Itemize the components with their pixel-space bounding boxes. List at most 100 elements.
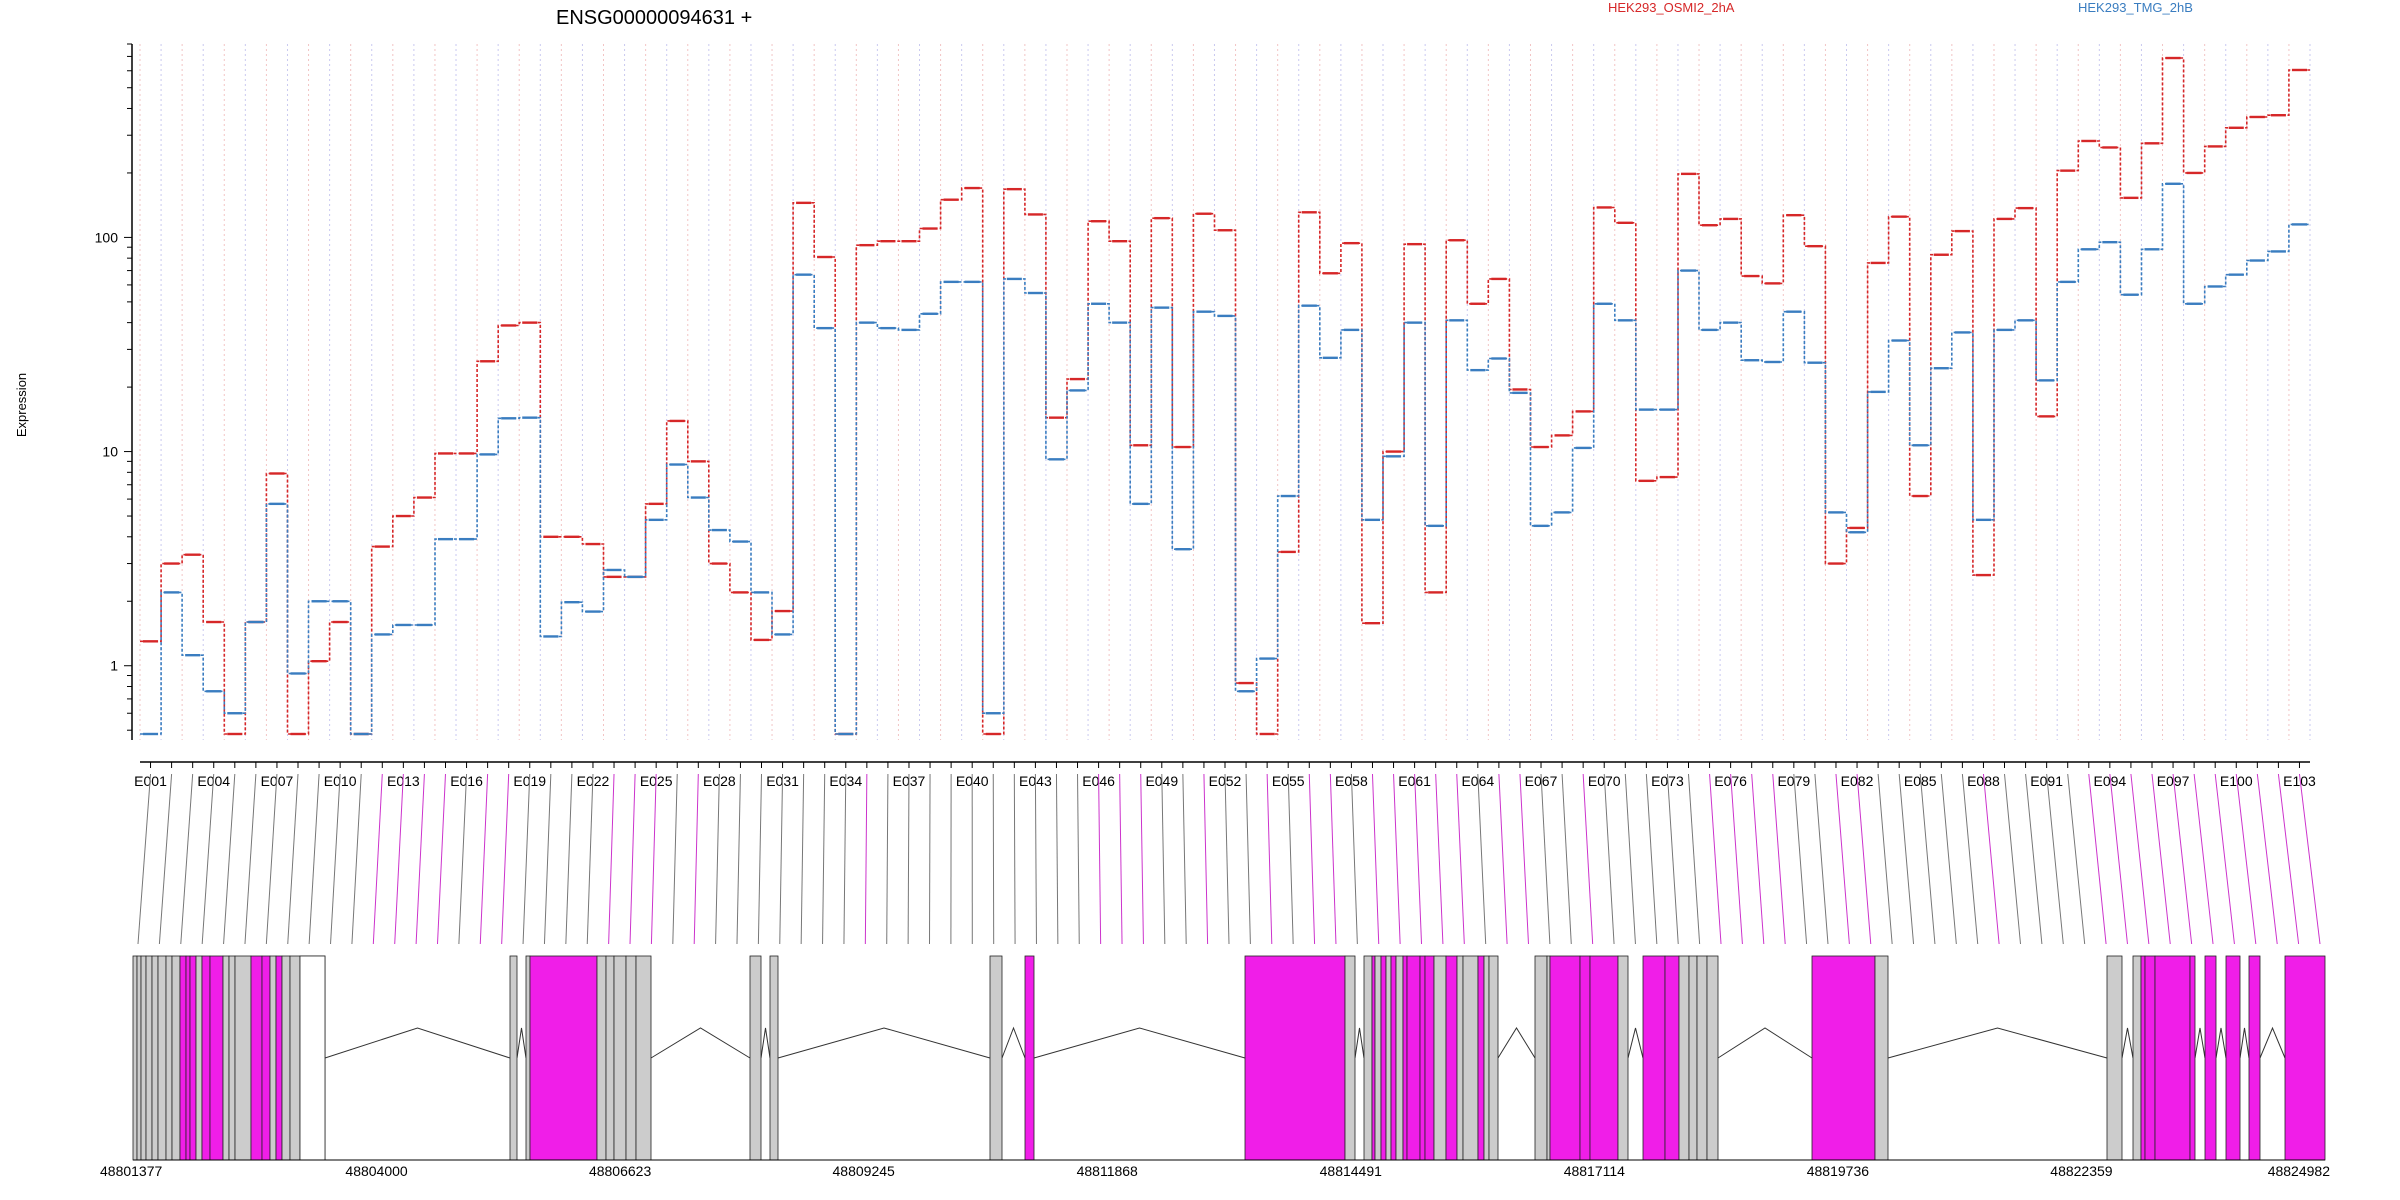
exon-block: [1363, 955, 1373, 1161]
exon-connector-line: [436, 773, 446, 945]
exon-connector-line: [1919, 773, 1936, 945]
y-tick-label: 100: [95, 229, 119, 245]
exon-block-highlighted: [1024, 955, 1035, 1161]
exon-connector-line: [479, 773, 489, 945]
exon-block: [132, 955, 138, 1161]
intron-connector: [777, 1027, 991, 1059]
intron-connector: [324, 1027, 511, 1059]
intron-connector: [1717, 1027, 1813, 1059]
exon-block: [1617, 955, 1629, 1161]
exon-connector-line: [458, 773, 468, 945]
exon-connector-line: [650, 773, 657, 945]
exon-block-highlighted: [1811, 955, 1876, 1161]
exon-connector-line: [1140, 773, 1144, 945]
exon-connector-line: [2004, 773, 2022, 945]
exon-block: [605, 955, 615, 1161]
exon-connector-line: [1835, 773, 1850, 945]
exon-connector-line: [1161, 773, 1166, 945]
exon-block-highlighted: [179, 955, 187, 1161]
genome-position-label: 48804000: [345, 1163, 408, 1179]
exon-block: [2106, 955, 2123, 1161]
exon-connector-line: [1350, 773, 1358, 945]
exon-connector-line: [543, 773, 552, 945]
exon-connector-line: [1329, 773, 1337, 945]
exon-block: [989, 955, 1003, 1161]
exon-connector-line: [907, 773, 910, 945]
exon-block-highlighted: [2248, 955, 2261, 1161]
exon-connector-line: [1877, 773, 1893, 945]
exon-block-highlighted: [261, 955, 271, 1161]
x-tick-label: E091: [2030, 773, 2063, 789]
exon-block: [157, 955, 167, 1161]
exon-block-highlighted: [1424, 955, 1435, 1161]
exon-connector-line: [565, 773, 573, 945]
exon-block-highlighted: [2140, 955, 2146, 1161]
exon-block-highlighted: [2154, 955, 2191, 1161]
exon-block: [1874, 955, 1889, 1161]
exon-connector-line: [1582, 773, 1594, 945]
exon-block: [165, 955, 173, 1161]
exon-block-highlighted: [2144, 955, 2156, 1161]
exon-block: [234, 955, 252, 1161]
exon-block-highlighted: [2225, 955, 2241, 1161]
exon-block: [749, 955, 762, 1161]
genome-position-label: 48822359: [2050, 1163, 2113, 1179]
exon-connector-line: [1645, 773, 1658, 945]
exon-connector-line: [1055, 773, 1059, 945]
intron-connector: [2259, 1026, 2286, 1059]
exon-connector-line: [1666, 773, 1679, 945]
exon-block: [596, 955, 607, 1161]
exon-block: [1456, 955, 1464, 1161]
exon-connector-line: [779, 773, 784, 945]
chart-title: ENSG00000094631 +: [556, 7, 752, 29]
exon-block: [1374, 955, 1382, 1161]
exon-connector-line: [501, 773, 510, 945]
exon-block-highlighted: [201, 955, 211, 1161]
genome-position-label: 48819736: [1807, 1163, 1870, 1179]
intron-connector: [1354, 1027, 1365, 1059]
exon-connector-line: [1371, 773, 1380, 945]
exon-connector-line: [1435, 773, 1444, 945]
exon-connector-line: [158, 773, 173, 945]
exon-block: [1534, 955, 1548, 1161]
exon-connector-line: [1224, 773, 1230, 945]
exon-connector-line: [1709, 773, 1722, 945]
intron-connector: [1001, 1026, 1026, 1059]
exon-connector-line: [864, 773, 868, 945]
utr-block: [299, 955, 326, 1161]
exon-block-highlighted: [1579, 955, 1591, 1161]
exon-connector-line: [886, 773, 889, 945]
exon-connector-line: [2067, 773, 2086, 945]
exon-connector-line: [1540, 773, 1551, 945]
exon-block: [195, 955, 203, 1161]
exon-connector-line: [2151, 773, 2171, 945]
exon-block: [269, 955, 277, 1161]
exon-block: [1395, 955, 1404, 1161]
intron-connector: [1627, 1027, 1644, 1059]
x-tick-label: E100: [2220, 773, 2253, 789]
exon-connector-line: [1961, 773, 1979, 945]
exon-connector-line: [1730, 773, 1743, 945]
exon-connector-line: [586, 773, 594, 945]
exon-connector-line: [1119, 773, 1123, 945]
exon-connector-line: [372, 773, 383, 945]
exon-block: [171, 955, 181, 1161]
exon-connector-line: [351, 773, 362, 945]
exon-block-highlighted: [2204, 955, 2217, 1161]
exon-connector-line: [1751, 773, 1765, 945]
exon-block-highlighted: [1477, 955, 1485, 1161]
exon-block-highlighted: [1664, 955, 1680, 1161]
exon-block-highlighted: [185, 955, 191, 1161]
exon-connector-line: [629, 773, 636, 945]
exon-block-highlighted: [529, 955, 598, 1161]
exon-block: [136, 955, 142, 1161]
genome-position-label: 48824982: [2268, 1163, 2331, 1179]
exon-block: [228, 955, 236, 1161]
exon-connector-line: [672, 773, 678, 945]
exon-block: [151, 955, 159, 1161]
exon-block-highlighted: [1371, 955, 1376, 1161]
y-tick-label: 1: [110, 658, 118, 674]
exon-connector-line: [308, 773, 320, 945]
